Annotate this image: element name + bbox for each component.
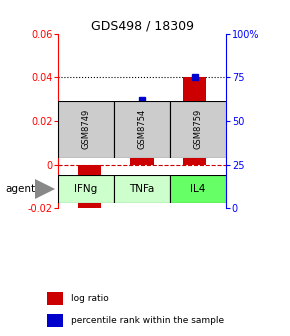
Bar xyxy=(183,77,206,165)
Text: IL4: IL4 xyxy=(191,184,206,194)
Text: GSM8759: GSM8759 xyxy=(194,109,203,150)
Text: agent: agent xyxy=(6,184,36,194)
Bar xyxy=(114,101,170,158)
Title: GDS498 / 18309: GDS498 / 18309 xyxy=(90,19,194,33)
Text: TNFa: TNFa xyxy=(129,184,155,194)
Bar xyxy=(170,101,226,158)
Bar xyxy=(170,175,226,203)
Bar xyxy=(130,106,154,165)
Text: GSM8754: GSM8754 xyxy=(137,109,147,150)
Bar xyxy=(114,175,170,203)
Bar xyxy=(48,314,63,327)
Bar xyxy=(58,175,114,203)
Polygon shape xyxy=(35,179,55,199)
Text: percentile rank within the sample: percentile rank within the sample xyxy=(71,316,224,325)
Bar xyxy=(58,101,114,158)
Text: GSM8749: GSM8749 xyxy=(81,109,90,150)
Text: IFNg: IFNg xyxy=(75,184,98,194)
Text: log ratio: log ratio xyxy=(71,294,109,303)
Bar xyxy=(78,165,101,215)
Bar xyxy=(48,292,63,305)
